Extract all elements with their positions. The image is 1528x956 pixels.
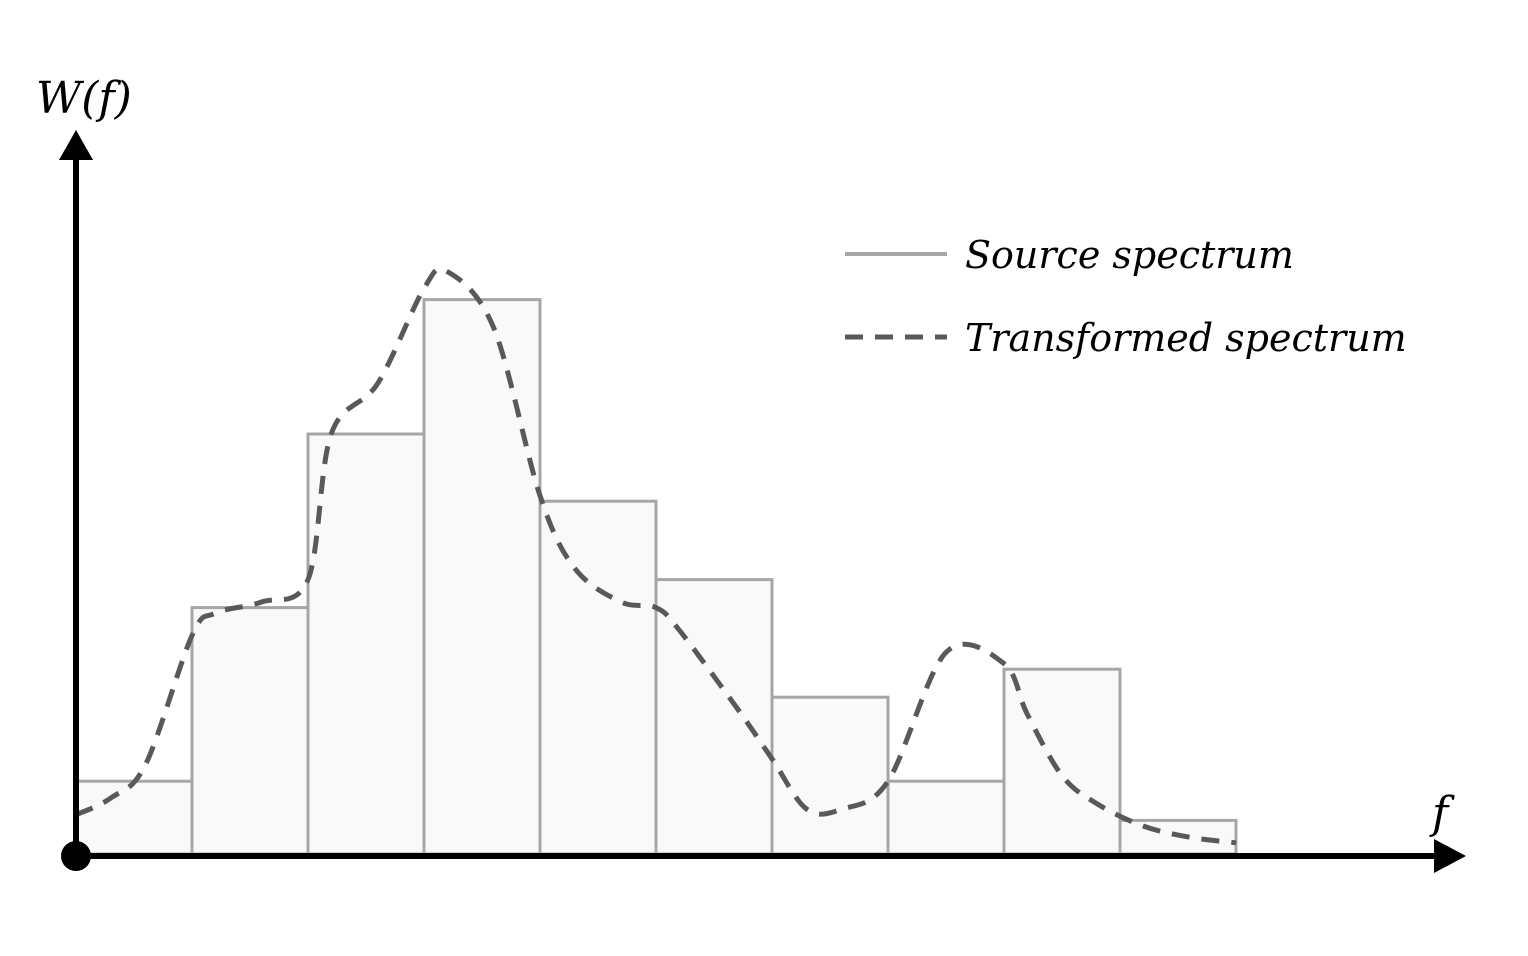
y-axis-arrowhead (59, 130, 93, 160)
source-bar-6 (654, 578, 774, 856)
source-bar-1 (74, 779, 194, 856)
axes (59, 130, 1466, 873)
source-bar-9 (1002, 667, 1122, 856)
source-bar-5 (538, 499, 658, 856)
y-axis-label: W(f) (36, 73, 132, 124)
transformed-spectrum-curve (74, 266, 1237, 846)
legend-label-source: Source spectrum (965, 233, 1294, 277)
histogram-bars (74, 298, 1238, 856)
source-bar-4 (422, 298, 542, 856)
x-axis-label: f (1429, 788, 1455, 839)
source-bar-8 (886, 779, 1006, 856)
legend: Source spectrum Transformed spectrum (845, 233, 1407, 360)
legend-label-transformed: Transformed spectrum (965, 316, 1407, 360)
origin-dot (61, 841, 91, 871)
source-bar-3 (306, 432, 426, 856)
source-bar-2 (190, 606, 310, 856)
source-bar-7 (770, 695, 890, 856)
x-axis-arrowhead (1434, 839, 1466, 873)
